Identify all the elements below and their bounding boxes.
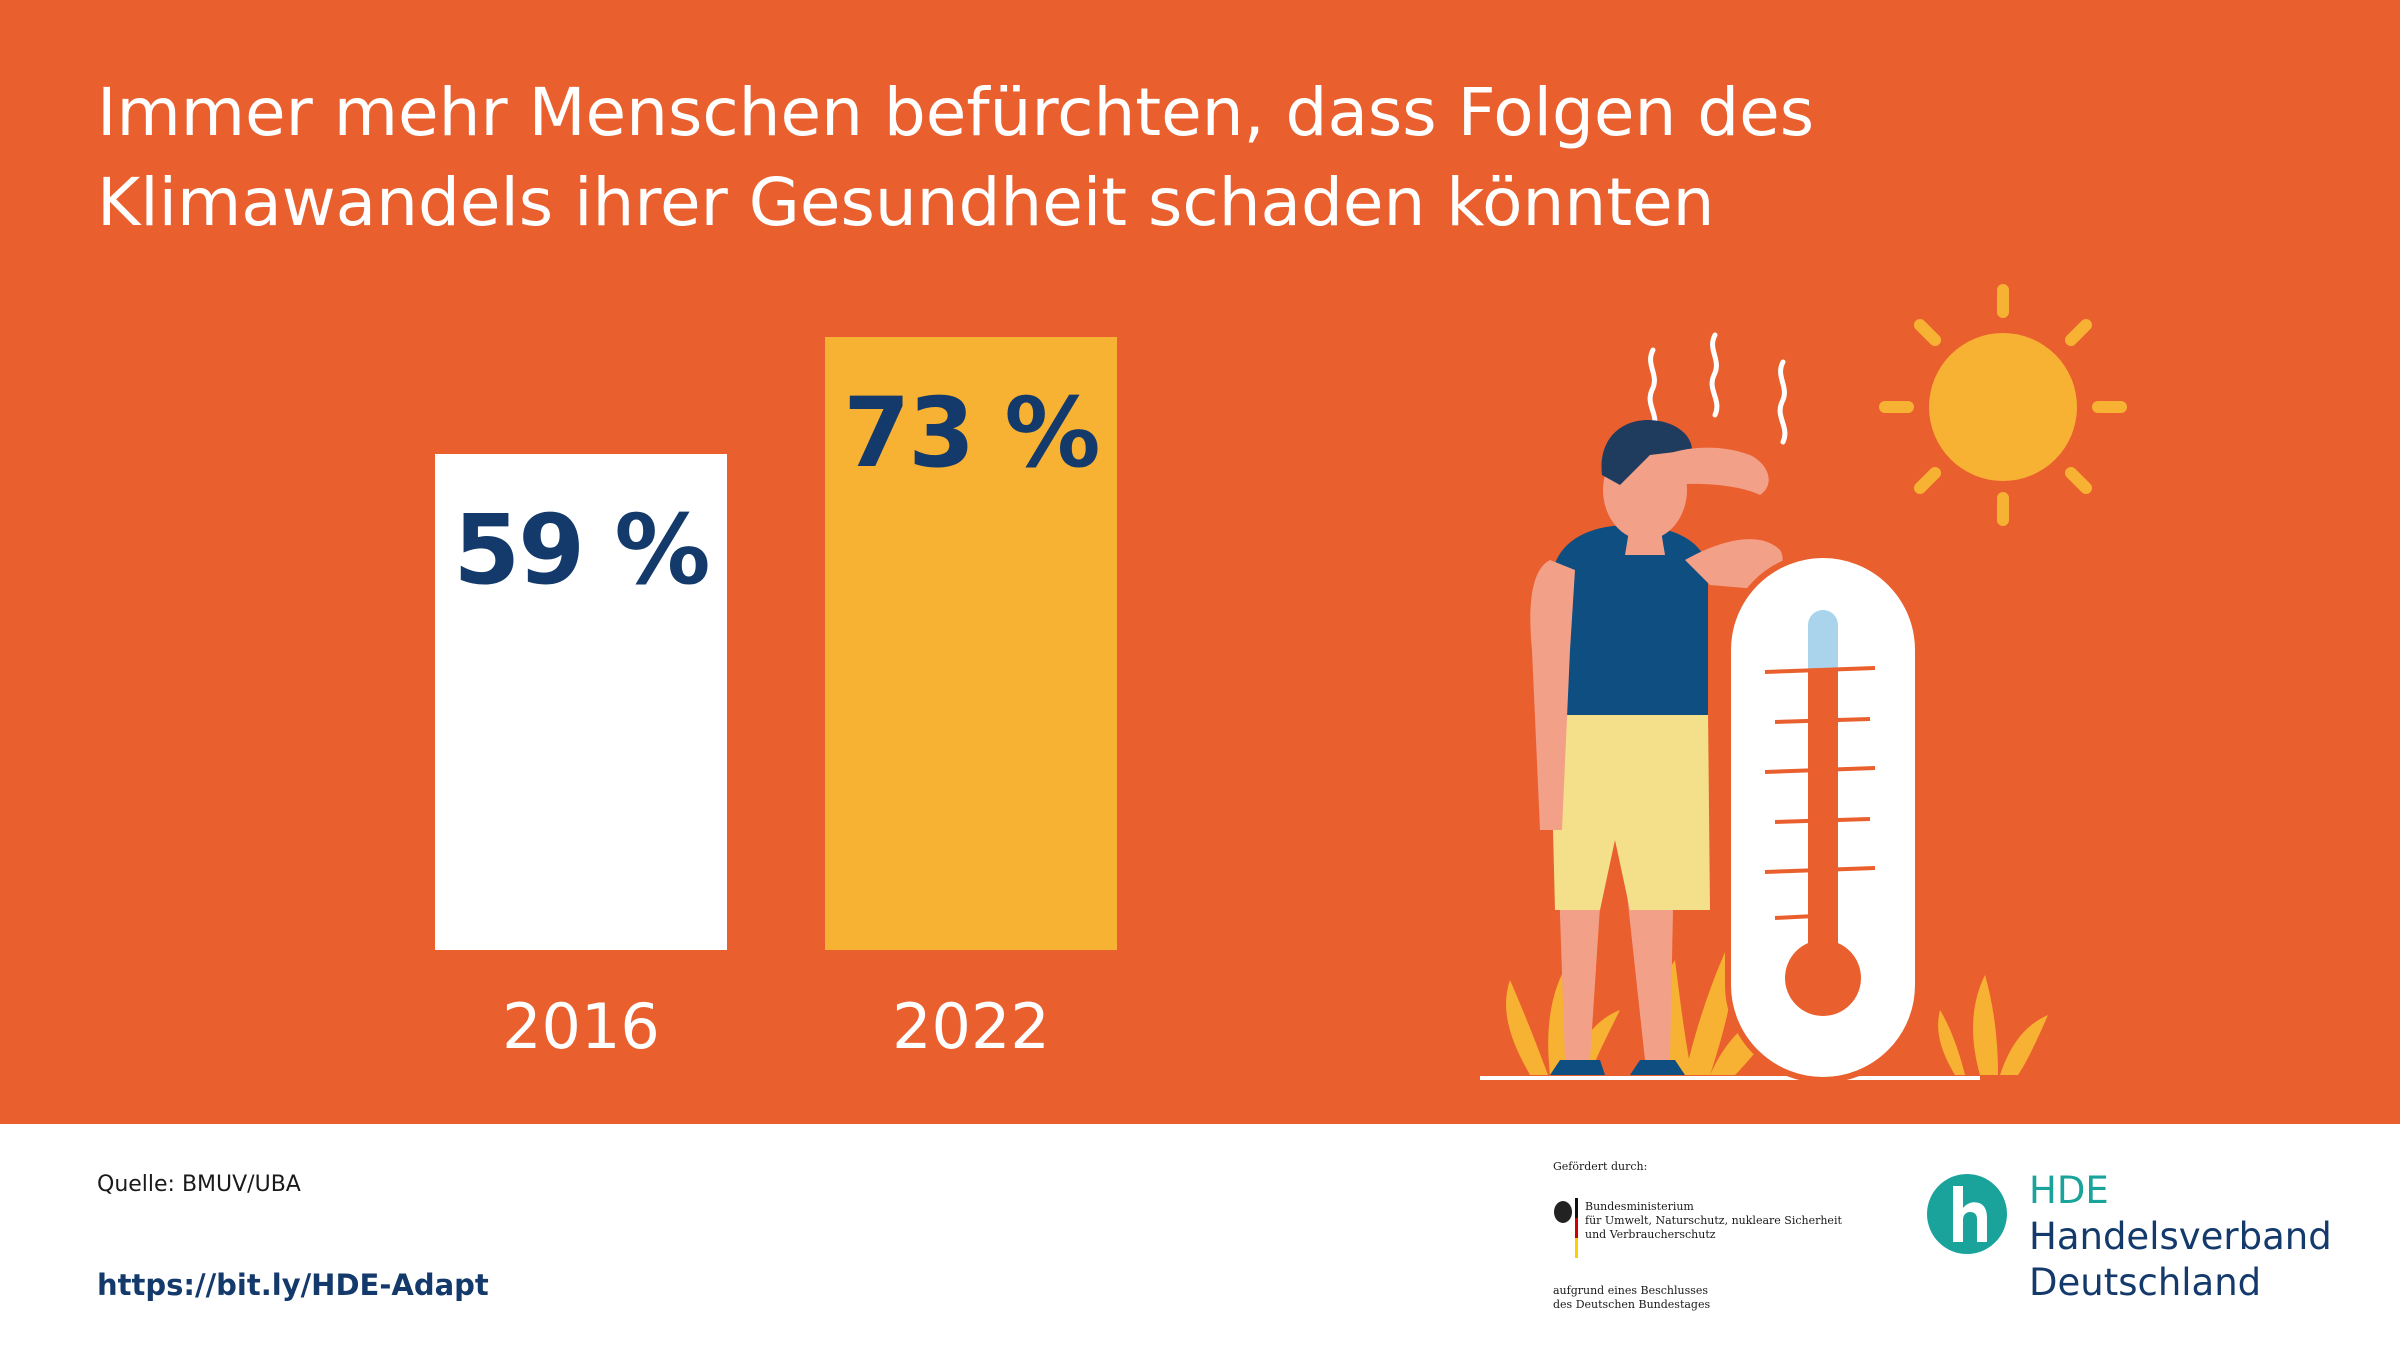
hde-logo-icon (1927, 1174, 2007, 1254)
bar-value-label: 73 % (843, 376, 1100, 489)
title-line-2: Klimawandels ihrer Gesundheit schaden kö… (97, 164, 1715, 241)
heat-illustration (1480, 284, 2127, 1083)
chart-title: Immer mehr Menschen befürchten, dass Fol… (97, 68, 1997, 248)
eagle-flag-icon (1554, 1198, 1578, 1258)
note-line-2: des Deutschen Bundestages (1553, 1298, 1711, 1311)
ministry-name: Bundesministerium für Umwelt, Naturschut… (1585, 1200, 1842, 1242)
bar-2022: 73 % (825, 336, 1117, 950)
ministry-line-3: und Verbraucherschutz (1585, 1228, 1716, 1241)
hde-logo: HDE Handelsverband Deutschland (1925, 1168, 2345, 1318)
title-line-1: Immer mehr Menschen befürchten, dass Fol… (97, 74, 1815, 151)
thermometer-icon (1725, 552, 1921, 1083)
ministry-line-2: für Umwelt, Naturschutz, nukleare Sicher… (1585, 1214, 1842, 1227)
orange-panel: Immer mehr Menschen befürchten, dass Fol… (0, 0, 2400, 1124)
funding-heading: Gefördert durch: (1553, 1160, 1648, 1173)
funding-note: aufgrund eines Beschlusses des Deutschen… (1553, 1284, 1710, 1312)
heat-wave-icon (1647, 332, 1788, 445)
funding-block: Gefördert durch: Bundesministerium für U… (1553, 1160, 1853, 1340)
person-icon (1530, 420, 1783, 1075)
sun-disc (1929, 333, 2077, 481)
hde-line-3: Deutschland (2029, 1261, 2262, 1304)
source-note: Quelle: BMUV/UBA (97, 1172, 301, 1197)
bar-2016: 59 % (435, 454, 727, 950)
hde-line-2: Handelsverband (2029, 1215, 2332, 1258)
category-label-2016: 2016 (502, 990, 660, 1063)
note-line-1: aufgrund eines Beschlusses (1553, 1284, 1709, 1297)
ministry-line-1: Bundesministerium (1585, 1200, 1694, 1213)
category-label-2022: 2022 (892, 990, 1050, 1063)
bar-value-label: 59 % (453, 494, 710, 607)
sun-icon (1879, 284, 2127, 526)
source-link[interactable]: https://bit.ly/HDE-Adapt (97, 1268, 489, 1302)
hde-abbrev: HDE (2029, 1169, 2109, 1212)
